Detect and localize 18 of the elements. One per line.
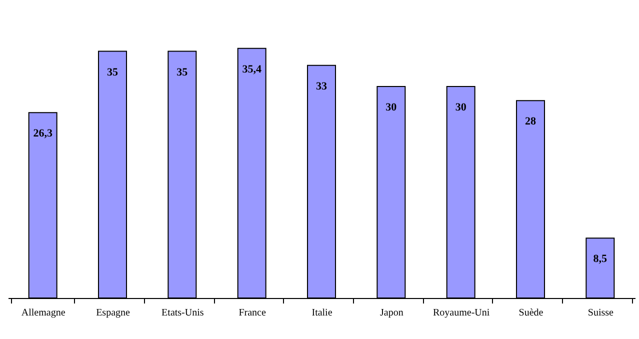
data-label: 28 <box>525 116 536 128</box>
data-label: 30 <box>455 102 467 114</box>
x-tick-label: Italie <box>312 308 333 318</box>
data-label: 8,5 <box>593 253 608 266</box>
x-tick-label: Etats-Unis <box>162 308 204 318</box>
data-label: 35 <box>107 66 118 78</box>
x-tick-label: Japon <box>380 308 404 318</box>
data-label: 33 <box>316 80 328 92</box>
x-tick-label: Suisse <box>588 308 614 318</box>
x-tick-label: Espagne <box>96 308 130 318</box>
data-label: 35,4 <box>242 63 262 76</box>
x-tick-label: Suède <box>518 308 544 318</box>
x-tick-label: France <box>238 308 266 318</box>
x-tick-label: Royaume-Uni <box>433 308 490 318</box>
data-label: 30 <box>386 102 398 114</box>
data-label: 35 <box>176 66 188 78</box>
data-label: 26,3 <box>33 128 53 140</box>
x-tick-label: Allemagne <box>21 308 66 318</box>
